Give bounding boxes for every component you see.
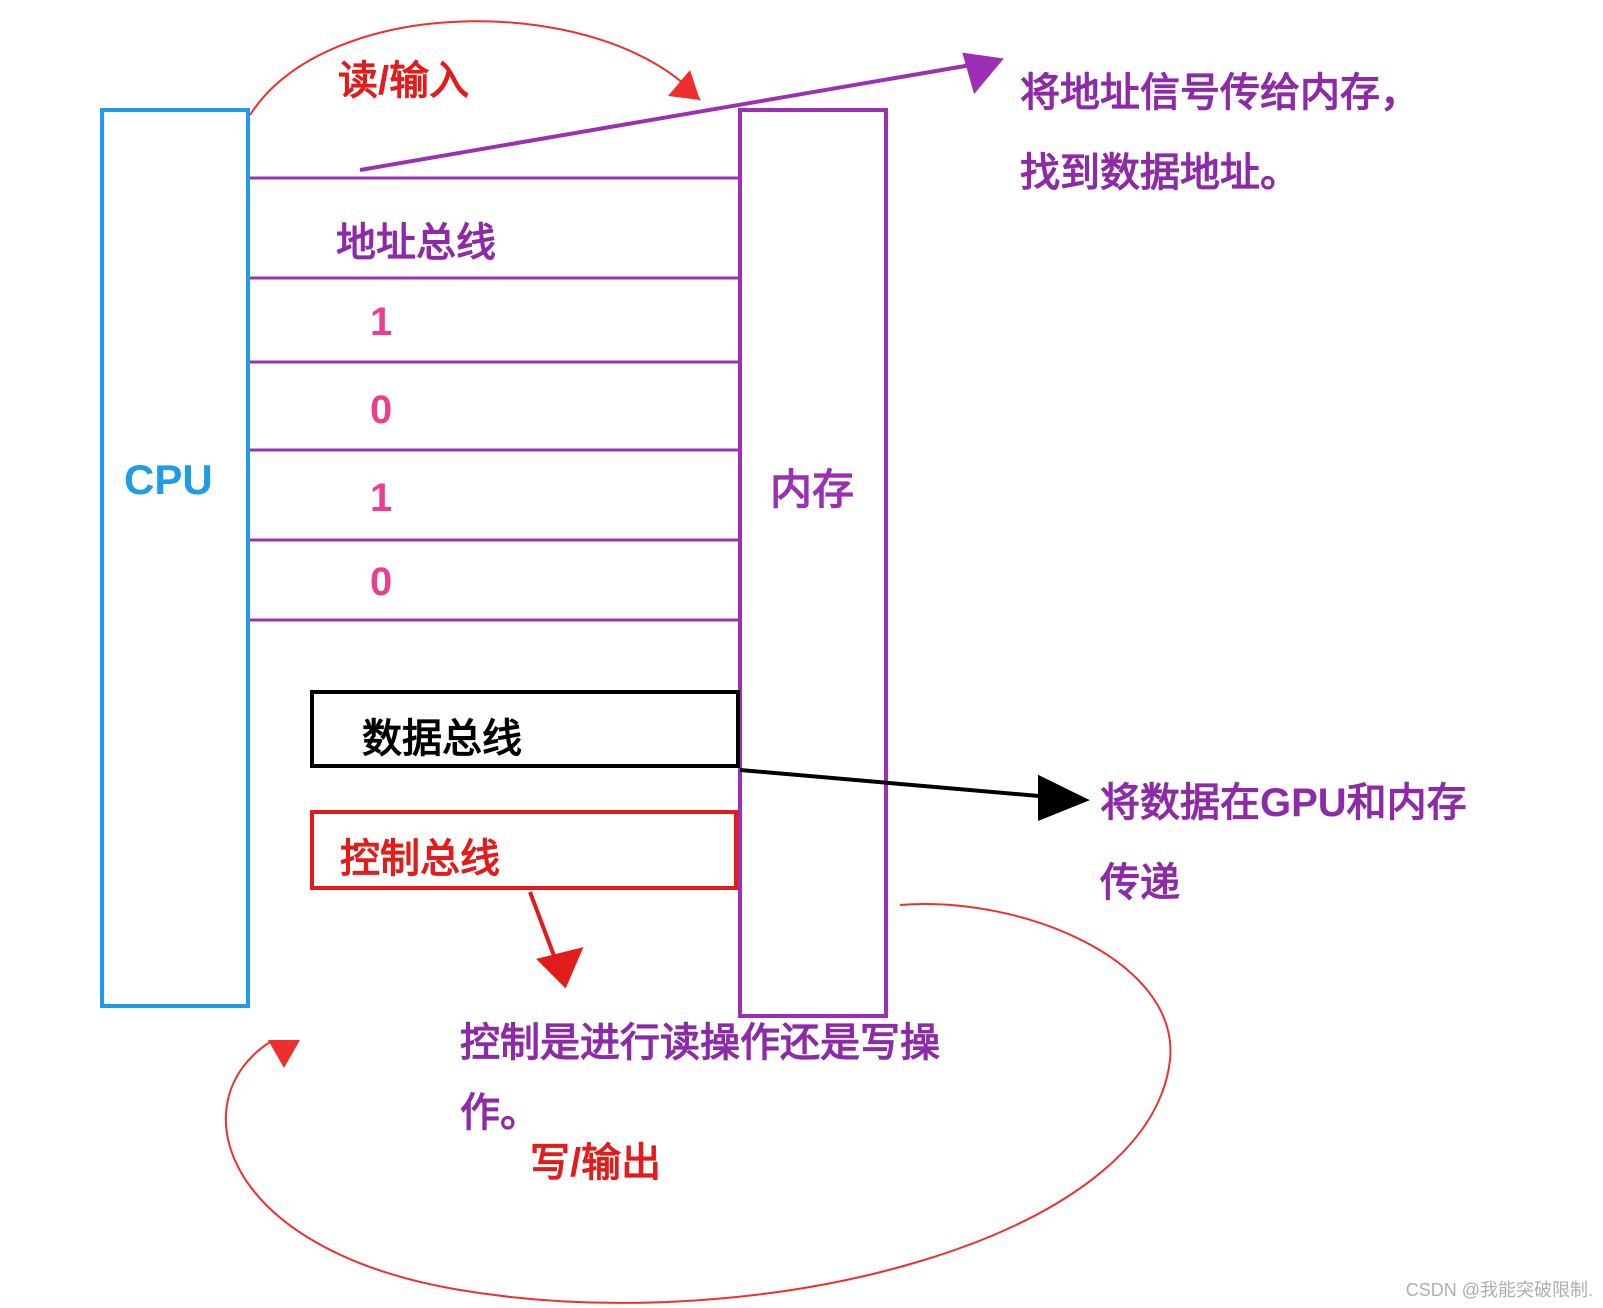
memory-label: 内存 <box>770 456 854 517</box>
memory-box <box>738 108 888 1018</box>
address-bit-1: 0 <box>370 388 392 433</box>
write-curve <box>226 904 1171 1303</box>
addr-note-line1: 将地址信号传给内存， <box>1020 60 1420 118</box>
address-bit-0: 1 <box>370 300 392 345</box>
control-bus-label: 控制总线 <box>340 826 500 884</box>
data-bus-label: 数据总线 <box>362 706 522 764</box>
address-bit-2: 1 <box>370 476 392 521</box>
read-label: 读/输入 <box>338 48 469 106</box>
ctrl-note-line2: 作。 <box>460 1080 540 1138</box>
write-label: 写/输出 <box>530 1130 661 1188</box>
data-note-line1: 将数据在GPU和内存 <box>1100 770 1467 828</box>
address-bit-3: 0 <box>370 560 392 605</box>
read-curve <box>250 21 700 115</box>
cpu-label: CPU <box>124 456 213 504</box>
data-note-line2: 传递 <box>1100 850 1180 908</box>
cpu-box <box>100 108 250 1008</box>
address-bus-label: 地址总线 <box>336 210 496 268</box>
addr-note-line2: 找到数据地址。 <box>1020 140 1300 198</box>
watermark: CSDN @我能突破限制. <box>1406 1276 1593 1302</box>
ctrl-note-line1: 控制是进行读操作还是写操 <box>460 1010 940 1068</box>
ctrl-arrow <box>530 892 580 985</box>
